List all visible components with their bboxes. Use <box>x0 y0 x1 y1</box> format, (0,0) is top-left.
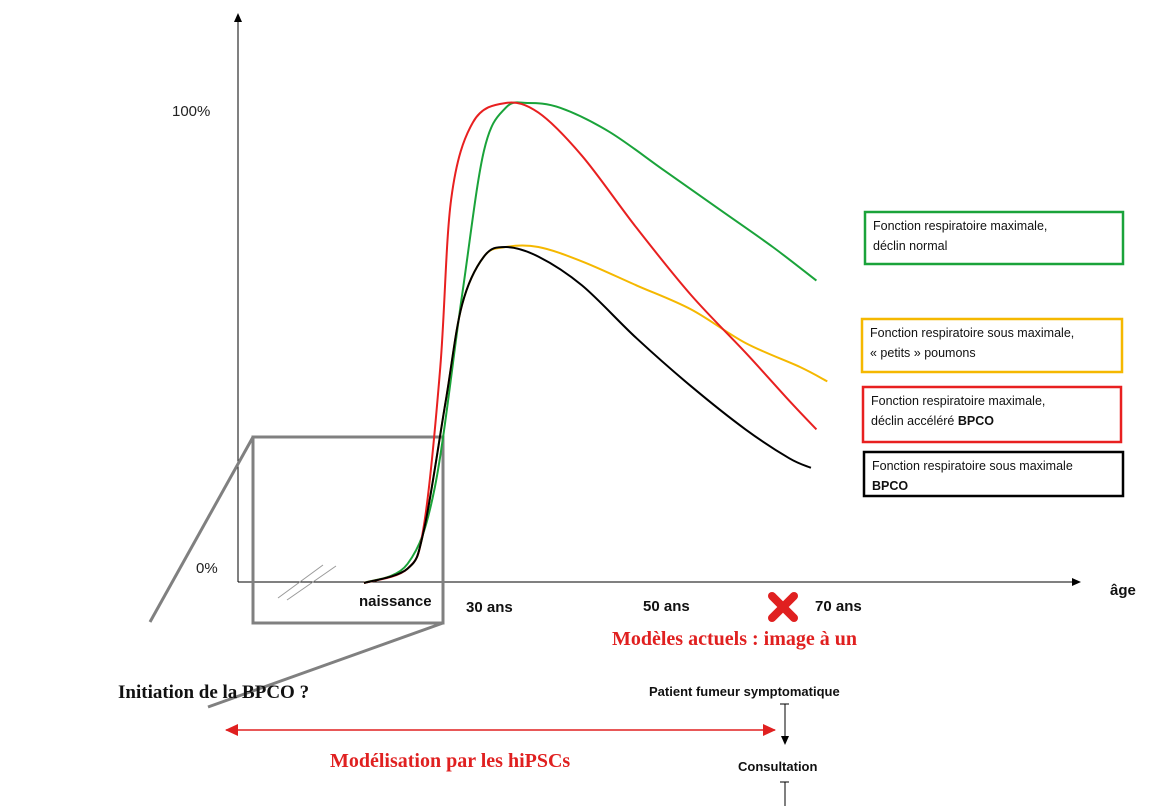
legend-text: Fonction respiratoire maximale, <box>871 394 1045 408</box>
axis-break-mark <box>286 565 337 601</box>
x-tick-label: naissance <box>359 593 432 610</box>
y-tick-label: 100% <box>172 103 210 120</box>
legend-box <box>860 317 1124 374</box>
legend-item: Fonction respiratoire maximale, déclin ac… <box>861 385 1123 444</box>
legend: Fonction respiratoire maximale, déclin no… <box>860 210 1125 498</box>
legend-box <box>861 385 1123 444</box>
patient-label: Patient fumeur symptomatique <box>649 684 840 699</box>
x-tick-label: 30 ans <box>466 599 513 616</box>
zoom-line-bottom <box>207 621 444 709</box>
series-line-0 <box>363 101 818 584</box>
legend-item: Fonction respiratoire maximale, déclin no… <box>863 210 1125 266</box>
x-axis-label: âge <box>1110 582 1136 599</box>
hipsc-annotation: Modélisation par les hiPSCs <box>330 750 570 772</box>
cross-icon <box>768 592 798 622</box>
x-tick-label: 70 ans <box>815 598 862 615</box>
zoom-inset <box>148 435 445 709</box>
y-tick-label: 0% <box>196 560 218 577</box>
legend-box <box>862 450 1125 498</box>
legend-box <box>863 210 1125 266</box>
legend-text: Fonction respiratoire sous maximale <box>872 459 1073 473</box>
legend-item: Fonction respiratoire sous maximale BPCO <box>862 450 1125 498</box>
consultation-label: Consultation <box>738 759 817 774</box>
series-line-1 <box>363 101 818 584</box>
axis-break-mark <box>277 564 324 599</box>
zoom-box <box>251 435 445 625</box>
series-line-2 <box>363 244 828 584</box>
x-tick-label: 50 ans <box>643 598 690 615</box>
series-line-3 <box>363 245 812 584</box>
current-models-annotation: Modèles actuels : image à un <box>612 628 857 650</box>
zoom-line-top <box>148 436 255 623</box>
initiation-annotation: Initiation de la BPCO ? <box>118 682 309 703</box>
legend-text: déclin accéléré BPCO <box>871 414 994 428</box>
series-layer <box>363 101 828 584</box>
legend-text: BPCO <box>872 479 908 493</box>
legend-text: Fonction respiratoire sous maximale, <box>870 326 1074 340</box>
legend-text: déclin normal <box>873 239 947 253</box>
legend-text: Fonction respiratoire maximale, <box>873 219 1047 233</box>
legend-text: « petits » poumons <box>870 346 976 360</box>
legend-item: Fonction respiratoire sous maximale, « pe… <box>860 317 1124 374</box>
